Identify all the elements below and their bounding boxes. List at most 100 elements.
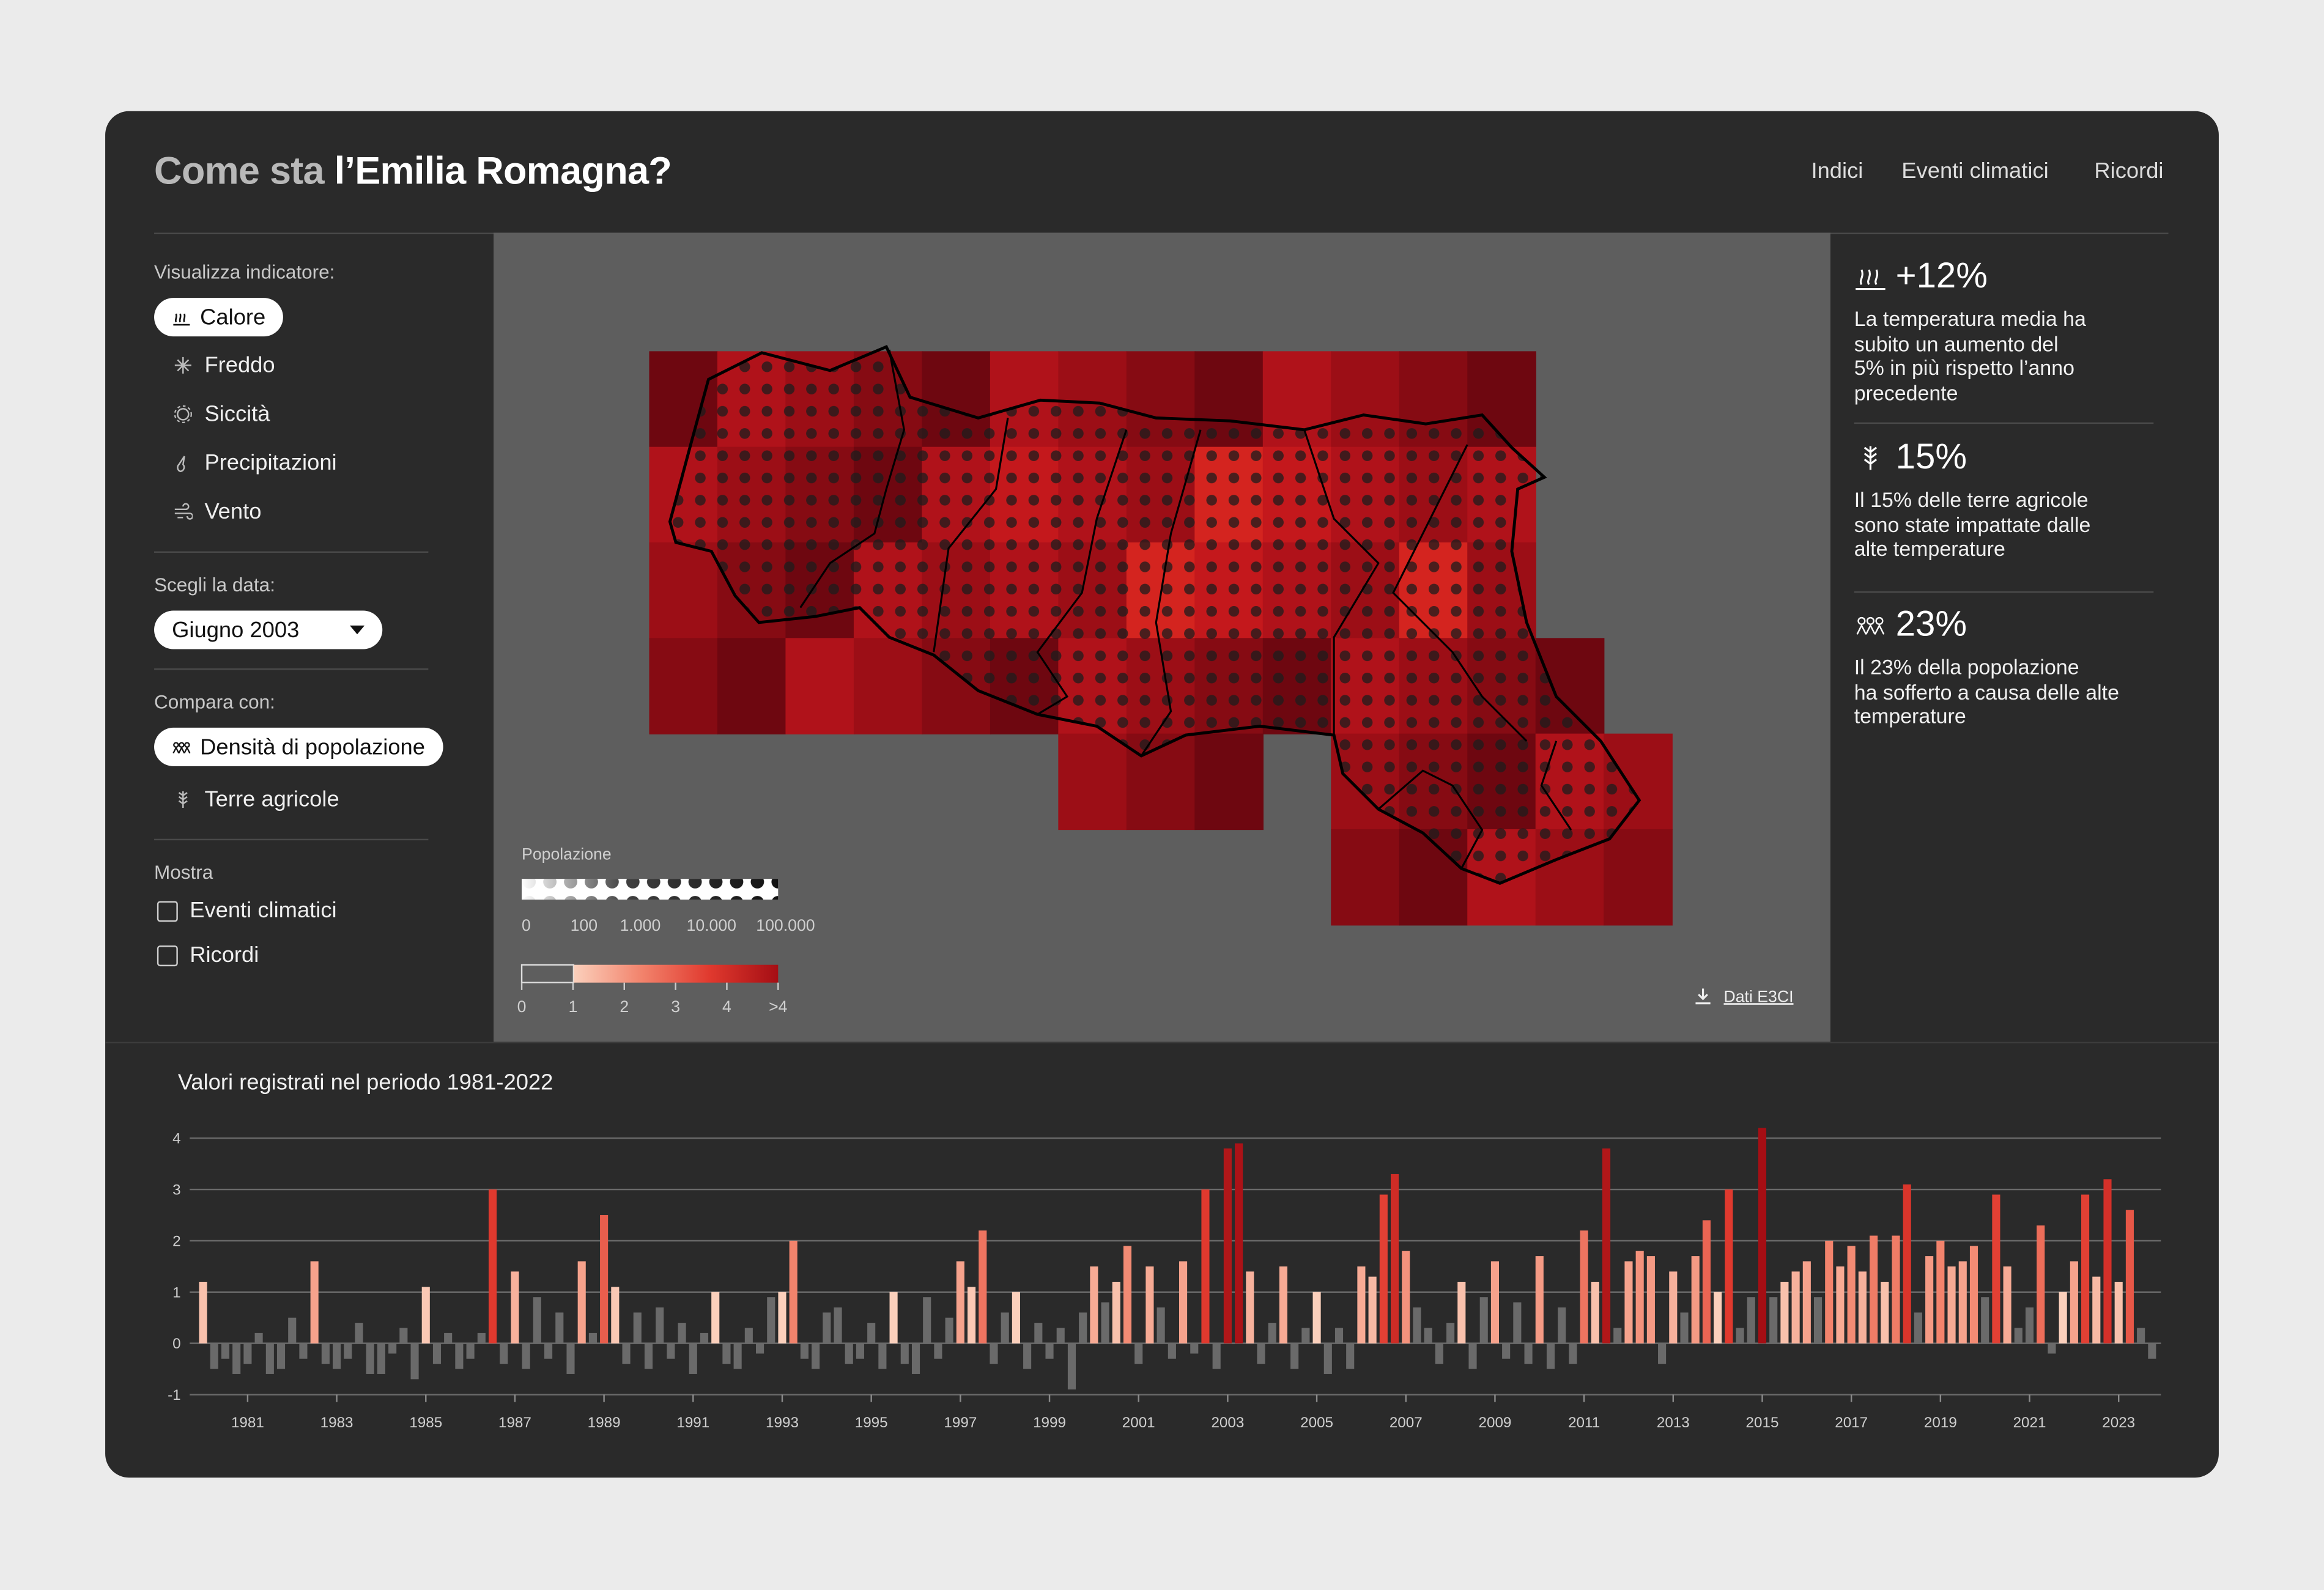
color-scale — [573, 964, 779, 983]
legend-tick-label: 10.000 — [687, 916, 736, 934]
indicator-option[interactable]: Siccità — [174, 402, 270, 427]
bar — [733, 1343, 742, 1369]
bar — [254, 1333, 263, 1344]
bar — [1368, 1276, 1377, 1344]
bar — [488, 1189, 497, 1344]
stat-line: temperature — [1854, 704, 1966, 728]
icon — [174, 503, 193, 520]
title: Come sta l’Emilia Romagna? — [154, 148, 672, 194]
bar — [1435, 1343, 1443, 1364]
bar — [288, 1317, 297, 1344]
divider — [105, 1041, 2219, 1044]
bar — [2081, 1194, 2090, 1344]
bar — [1791, 1271, 1800, 1344]
population-scale-fade — [522, 879, 779, 900]
compare-text: Terre agricole — [204, 786, 339, 813]
bar — [399, 1328, 408, 1344]
label: Visualizza indicatore: — [154, 261, 335, 283]
bar — [2003, 1266, 2011, 1344]
bar — [700, 1333, 709, 1344]
stat-line: ha sofferto a causa delle alte — [1854, 679, 2119, 703]
stat-number: +12% — [1895, 256, 1988, 297]
bar — [1802, 1261, 1811, 1344]
bar — [1323, 1343, 1332, 1374]
indicator-text: Freddo — [204, 352, 275, 378]
bar — [1090, 1266, 1098, 1344]
x-tick-label: 2009 — [1479, 1414, 1512, 1431]
x-tick-label: 1985 — [409, 1414, 442, 1431]
map-panel: Popolazione 0 100 1.000 10.000 100.000 0 1 2 3 4… — [494, 232, 1830, 1042]
bar — [1702, 1220, 1711, 1344]
bar — [1468, 1343, 1477, 1369]
indicator-option[interactable]: Freddo — [174, 353, 275, 378]
legend-tick-label: 4 — [722, 997, 731, 1016]
bar — [1769, 1297, 1778, 1344]
bar — [756, 1343, 764, 1354]
heat-cell — [853, 638, 923, 734]
y-tick-label: 3 — [172, 1182, 180, 1199]
indicator-pill[interactable]: Calore — [154, 298, 284, 337]
bar — [900, 1343, 909, 1364]
heat-cell — [1331, 829, 1400, 926]
y-tick-label: -1 — [168, 1387, 181, 1403]
bar — [232, 1343, 241, 1374]
bar — [2114, 1282, 2123, 1344]
checkbox[interactable]: Eventi climatici — [157, 898, 337, 923]
bar — [867, 1323, 876, 1344]
compare-text: Densità di popolazione — [200, 734, 426, 760]
bar — [310, 1261, 319, 1344]
nav-link[interactable]: Eventi climatici — [1901, 158, 2049, 184]
bar — [210, 1343, 218, 1369]
icon — [1856, 616, 1885, 635]
bar — [1870, 1235, 1878, 1344]
bar — [1223, 1148, 1232, 1344]
y-tick-label: 1 — [172, 1284, 180, 1301]
bar — [1947, 1266, 1956, 1344]
x-tick-label: 2011 — [1568, 1414, 1600, 1431]
bar — [1602, 1148, 1611, 1344]
indicator-option[interactable]: Vento — [174, 500, 261, 525]
heat-cell — [1058, 733, 1128, 830]
bar — [1145, 1266, 1154, 1344]
x-tick-label: 1991 — [676, 1414, 709, 1431]
chart: Valori registrati nel periodo 1981-2022 … — [168, 1069, 2161, 1431]
bar — [1045, 1343, 1054, 1359]
bar — [1624, 1261, 1633, 1344]
bar — [243, 1343, 252, 1364]
indicator-option[interactable]: Precipitazioni — [174, 451, 337, 476]
heat-cell — [649, 542, 719, 639]
bar — [410, 1343, 419, 1380]
bar — [1981, 1297, 1989, 1344]
bar — [644, 1343, 653, 1369]
bar — [344, 1343, 352, 1359]
date-dropdown[interactable]: Giugno 2003 — [154, 610, 383, 649]
bar — [956, 1261, 964, 1344]
indicator-text: Precipitazioni — [204, 450, 337, 476]
legend-tick-label: 2 — [620, 997, 629, 1016]
title-prefix: Come sta — [154, 148, 325, 193]
bar — [845, 1343, 853, 1364]
bar — [1101, 1302, 1109, 1344]
x-tick-label: 1999 — [1033, 1414, 1066, 1431]
bar — [1914, 1312, 1922, 1344]
stat-text: Il 23% della popolazione ha sofferto a ca… — [1854, 655, 2119, 728]
download-link[interactable]: Dati E3CI — [1695, 987, 1794, 1005]
compare-pill[interactable]: Densità di popolazione — [154, 727, 443, 766]
compare-option[interactable]: Terre agricole — [174, 787, 339, 812]
bar — [321, 1343, 330, 1364]
bar — [911, 1343, 920, 1374]
stat-line: Il 15% delle terre agricole — [1854, 487, 2089, 512]
bar — [1847, 1246, 1856, 1344]
nav-link[interactable]: Ricordi — [2094, 158, 2164, 184]
bar — [934, 1343, 942, 1359]
nav-link[interactable]: Indici — [1811, 158, 1863, 184]
bar — [1524, 1343, 1533, 1364]
title-main: l’Emilia Romagna? — [334, 148, 672, 193]
legend-tick-label: 100.000 — [756, 916, 815, 934]
checkbox[interactable]: Ricordi — [157, 942, 259, 968]
bar — [878, 1343, 887, 1369]
bar — [522, 1343, 530, 1369]
bar — [1958, 1261, 1967, 1344]
bar — [2103, 1179, 2112, 1344]
download-text[interactable]: Dati E3CI — [1723, 987, 1793, 1005]
